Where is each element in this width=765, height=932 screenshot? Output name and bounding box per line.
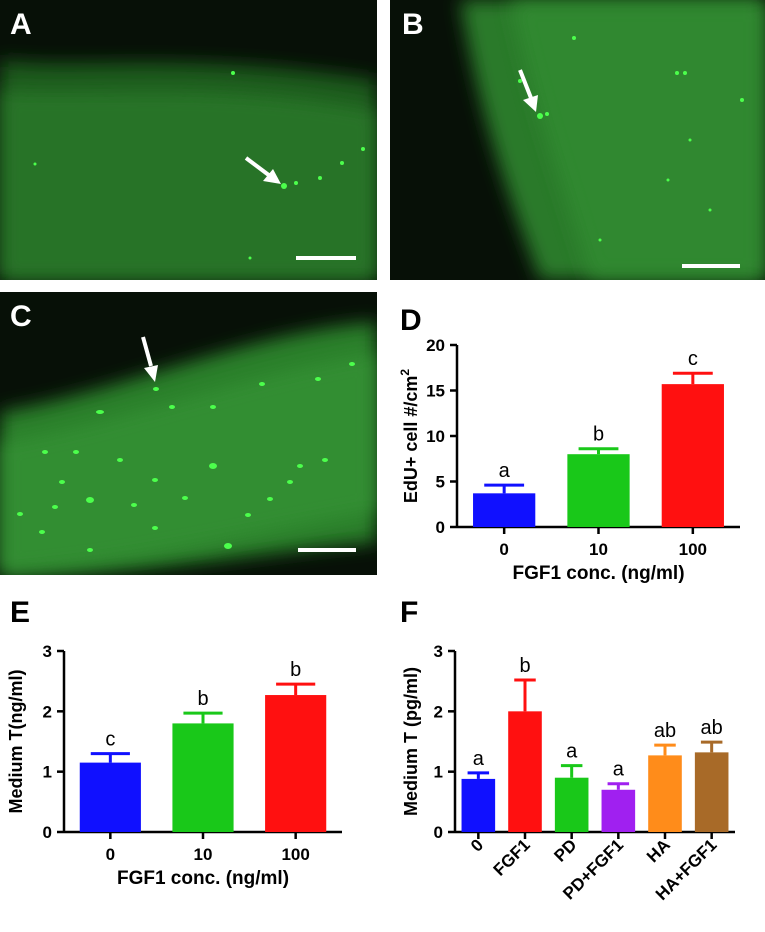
chart-f-significance-label: a [613, 759, 625, 781]
micrograph-a-image [0, 0, 377, 280]
panel-label-f: F [400, 596, 419, 629]
chart-e-y-tick-label: 1 [43, 763, 52, 782]
chart-e-y-axis-label: Medium T(ng/ml) [6, 670, 26, 814]
panel-label-c: C [10, 300, 32, 333]
chart-e-y-tick-label: 3 [43, 642, 52, 661]
chart-d-y-tick-label: 5 [436, 473, 445, 492]
micrograph-c-scale-bar [298, 548, 356, 552]
micrograph-b-image [390, 0, 765, 280]
micrograph-c-cells [17, 362, 355, 552]
chart-f-y-tick-label: 1 [434, 763, 443, 782]
chart-f-bar [648, 755, 682, 832]
micrograph-c-arrow [141, 336, 158, 382]
micrograph-b-scale-bar [682, 264, 740, 268]
panel-label-a: A [10, 8, 32, 41]
chart-d-y-tick-label: 20 [426, 336, 445, 355]
micrograph-b [390, 0, 765, 280]
chart-e-significance-label: b [197, 688, 208, 710]
chart-f-bar [694, 752, 729, 832]
micrograph-a-cells [33, 71, 365, 260]
chart-e-svg: 0 1 2 3 c 0 b 10 b 100 FGF1 conc. (ng/ml) Medium T(… [6, 642, 342, 889]
chart-d-bar [567, 454, 630, 527]
chart-d-y-tick-label: 10 [426, 427, 445, 446]
chart-d-bar [473, 493, 536, 527]
chart-d-svg: 0 5 10 15 20 a 0 b 10 c 100 FGF1 conc. (ng/ml) EdU+ … [398, 336, 740, 584]
chart-d-category-label: 0 [499, 540, 508, 559]
chart-d-y-tick-label: 15 [426, 382, 445, 401]
chart-e-bar [265, 695, 327, 832]
chart-d-significance-label: c [688, 348, 698, 370]
chart-e-bar [79, 762, 141, 832]
chart-f-y-tick-label: 0 [434, 823, 443, 842]
micrograph-c [0, 292, 377, 575]
chart-f-category-label: HA [643, 835, 674, 866]
panel-label-e: E [10, 596, 31, 629]
micrograph-b-arrow [518, 69, 538, 112]
chart-f-y-tick-label: 2 [434, 702, 443, 721]
panel-label-b: B [402, 8, 424, 41]
chart-d-significance-label: a [499, 460, 511, 482]
micrograph-a-scale-bar [296, 256, 356, 260]
chart-d-y-axis-label: EdU+ cell #/cm2 [398, 369, 421, 504]
chart-f-y-axis-label: Medium T (pg/ml) [401, 667, 421, 816]
chart-e-y-tick-label: 2 [43, 702, 52, 721]
chart-d-bar [661, 384, 724, 527]
chart-d-y-tick-label: 0 [436, 518, 445, 537]
chart-f-significance-label: b [519, 655, 530, 677]
chart-e-category-label: 10 [194, 845, 213, 864]
micrograph-a [0, 0, 377, 280]
chart-f-svg: 0123a0bFGF1aPDaPD+FGF1abHAabHA+FGF1Mediu… [401, 642, 735, 904]
micrograph-c-image [0, 292, 377, 575]
chart-d: 0 5 10 15 20 a 0 b 10 c 100 FGF1 conc. (ng/ml) EdU+ … [395, 335, 765, 595]
chart-e-category-label: 100 [281, 845, 309, 864]
chart-e-bar [172, 723, 234, 832]
chart-e-significance-label: c [105, 729, 115, 751]
chart-f: 0 1 2 3 a 0 b FGF1 a PD a PD+FGF1 ab HA ab HA+FGF1 Mediu… [395, 635, 765, 927]
chart-f-bar [554, 777, 589, 832]
chart-e-y-tick-label: 0 [43, 823, 52, 842]
chart-e: 0 1 2 3 c 0 b 10 b 100 FGF1 conc. (ng/ml) Medium T(… [0, 635, 390, 927]
chart-e-category-label: 0 [106, 845, 115, 864]
chart-d-category-label: 100 [679, 540, 707, 559]
chart-f-bar [601, 789, 636, 832]
chart-f-significance-label: ab [654, 720, 676, 742]
chart-d-significance-label: b [593, 424, 604, 446]
chart-f-category-label: FGF1 [490, 835, 534, 879]
chart-f-significance-label: ab [701, 717, 723, 739]
chart-d-category-label: 10 [589, 540, 608, 559]
chart-d-x-axis-label: FGF1 conc. (ng/ml) [512, 563, 684, 584]
chart-f-y-tick-label: 3 [434, 642, 443, 661]
chart-f-category-label: PD [550, 835, 580, 865]
micrograph-b-cells [518, 36, 744, 242]
chart-e-x-axis-label: FGF1 conc. (ng/ml) [117, 868, 289, 889]
chart-f-bar [508, 711, 542, 832]
chart-f-bar [461, 778, 496, 832]
micrograph-a-arrow [244, 156, 281, 184]
chart-e-significance-label: b [290, 659, 301, 681]
panel-label-d: D [400, 304, 422, 337]
chart-f-significance-label: a [473, 748, 485, 770]
chart-f-significance-label: a [566, 741, 578, 763]
